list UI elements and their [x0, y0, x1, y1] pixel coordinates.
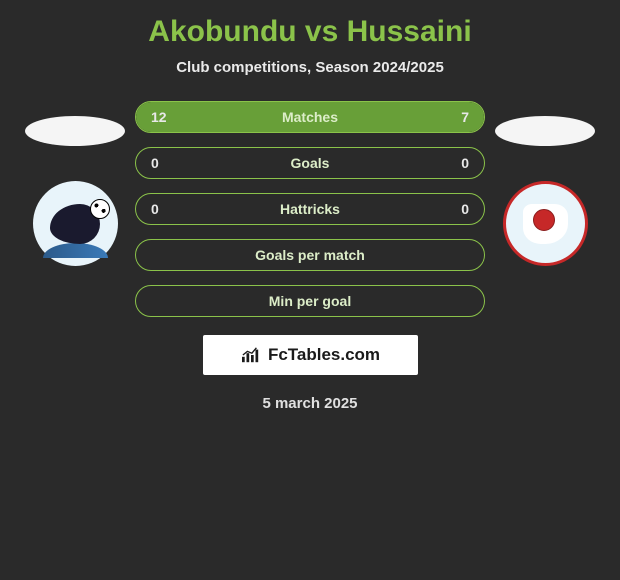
stat-row: Min per goal: [135, 285, 485, 317]
wave-icon: [43, 243, 108, 258]
stat-left-value: 0: [151, 201, 159, 217]
stat-row: 12 Matches 7: [135, 101, 485, 133]
stat-row: Goals per match: [135, 239, 485, 271]
stat-label: Goals per match: [255, 247, 365, 263]
chart-icon: [240, 346, 262, 364]
player-photo-right: [495, 116, 595, 146]
left-player-col: [15, 101, 135, 266]
stat-right-value: 0: [461, 155, 469, 171]
stat-label: Min per goal: [269, 293, 351, 309]
branding-text: FcTables.com: [268, 345, 380, 365]
main-row: 12 Matches 7 0 Goals 0 0 Hattricks 0 Goals per ma…: [0, 101, 620, 317]
ball-icon: [533, 209, 555, 231]
stat-row: 0 Goals 0: [135, 147, 485, 179]
club-badge-right: [503, 181, 588, 266]
dolphin-icon: [50, 204, 100, 244]
player-photo-left: [25, 116, 125, 146]
ball-icon: [90, 199, 110, 219]
stats-column: 12 Matches 7 0 Goals 0 0 Hattricks 0 Goals per ma…: [135, 101, 485, 317]
comparison-card: Akobundu vs Hussaini Club competitions, …: [0, 0, 620, 422]
page-title: Akobundu vs Hussaini: [148, 15, 471, 49]
stat-right-value: 7: [461, 109, 469, 125]
stat-right-value: 0: [461, 201, 469, 217]
stat-row: 0 Hattricks 0: [135, 193, 485, 225]
stat-left-value: 12: [151, 109, 167, 125]
stat-label: Goals: [291, 155, 330, 171]
stat-label: Hattricks: [280, 201, 340, 217]
map-icon: [523, 204, 568, 244]
page-subtitle: Club competitions, Season 2024/2025: [176, 59, 444, 76]
right-player-col: [485, 101, 605, 266]
branding-badge[interactable]: FcTables.com: [203, 335, 418, 375]
stat-left-value: 0: [151, 155, 159, 171]
stat-label: Matches: [282, 109, 338, 125]
date-text: 5 march 2025: [262, 395, 357, 412]
club-badge-left: [33, 181, 118, 266]
